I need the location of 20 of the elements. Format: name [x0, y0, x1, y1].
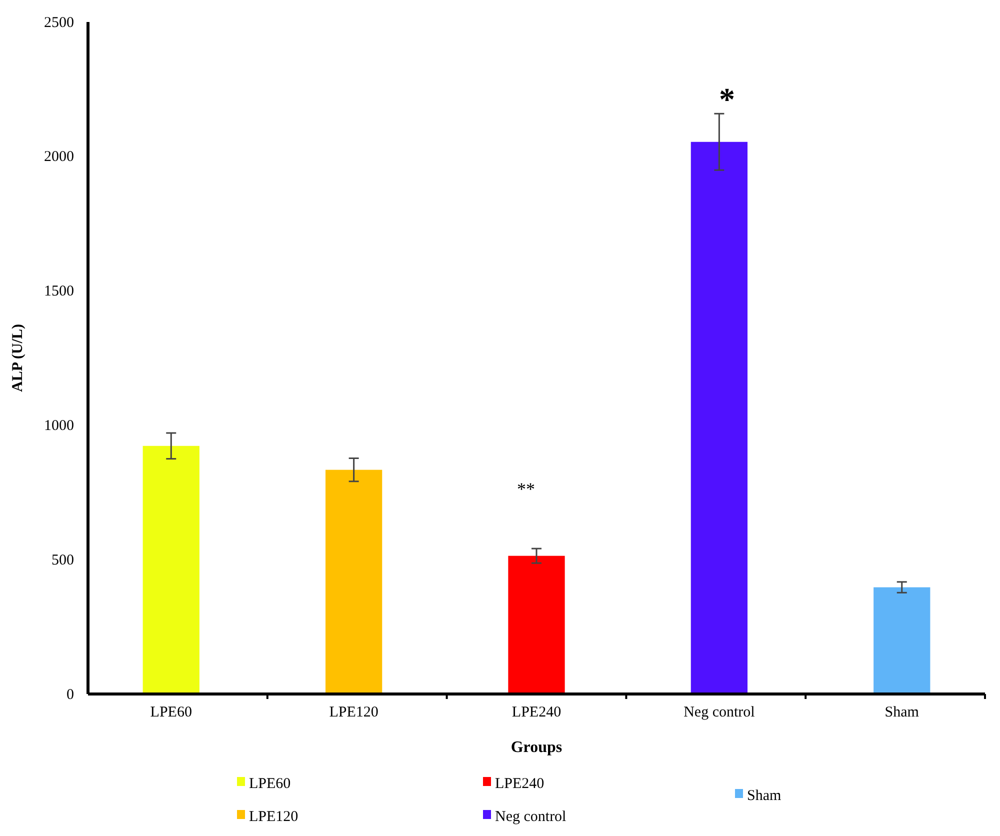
y-axis-title: ALP (U/L)	[10, 324, 26, 392]
y-tick-label: 500	[52, 552, 74, 568]
y-tick-label: 2000	[44, 149, 74, 166]
annotation: **	[517, 479, 535, 499]
y-tick-label: 1500	[44, 284, 74, 300]
legend-label: LPE60	[249, 776, 291, 792]
x-tick-label: LPE60	[150, 704, 192, 721]
y-tick-label: 2500	[44, 14, 74, 31]
y-tick-label: 1000	[44, 418, 74, 434]
legend-label: LPE120	[249, 809, 298, 825]
x-axis-title: Groups	[510, 739, 562, 756]
legend-label: Sham	[747, 788, 782, 804]
x-tick-label: Sham	[884, 704, 920, 721]
x-tick-label: LPE240	[512, 704, 562, 721]
x-tick-label: Neg control	[684, 704, 755, 721]
legend-label: Neg control	[495, 809, 566, 825]
legend-label: LPE240	[495, 776, 544, 792]
annotation: *	[719, 81, 735, 117]
y-tick-label: 0	[66, 686, 74, 703]
x-tick-label: LPE120	[329, 704, 378, 721]
